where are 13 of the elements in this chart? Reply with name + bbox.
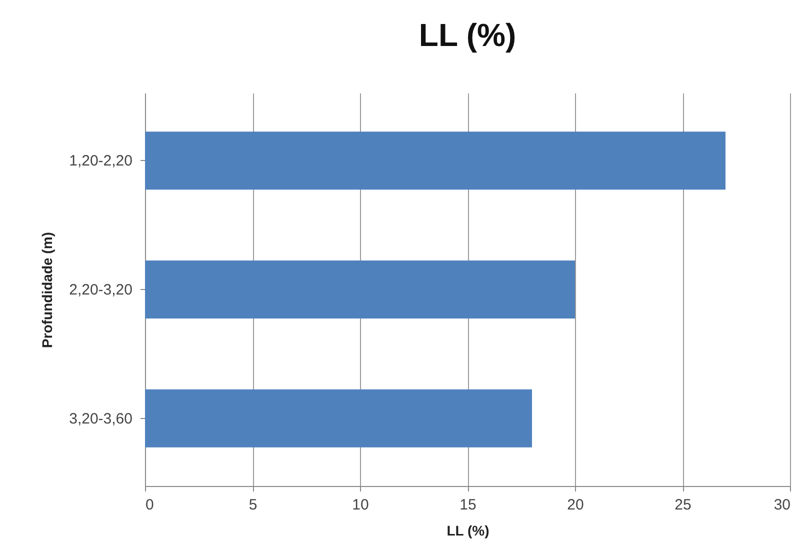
x-tick-label: 20	[567, 496, 584, 514]
chart-title: LL (%)	[418, 17, 516, 53]
x-tick-label: 25	[674, 496, 692, 514]
y-tick-label: 3,20-3,60	[69, 410, 132, 428]
x-tick-label: 15	[460, 496, 476, 514]
y-tick-label: 2,20-3,20	[69, 282, 132, 298]
y-tick-label: 1,20-2,20	[69, 152, 132, 170]
x-tick-label: 0	[146, 496, 154, 514]
x-tick-label: 5	[248, 496, 258, 514]
x-tick-label: 30	[774, 496, 790, 514]
x-tick-label: 10	[352, 496, 369, 514]
x-axis-title: LL (%)	[446, 522, 490, 538]
y-axis-title: Profundidade (m)	[39, 232, 56, 348]
